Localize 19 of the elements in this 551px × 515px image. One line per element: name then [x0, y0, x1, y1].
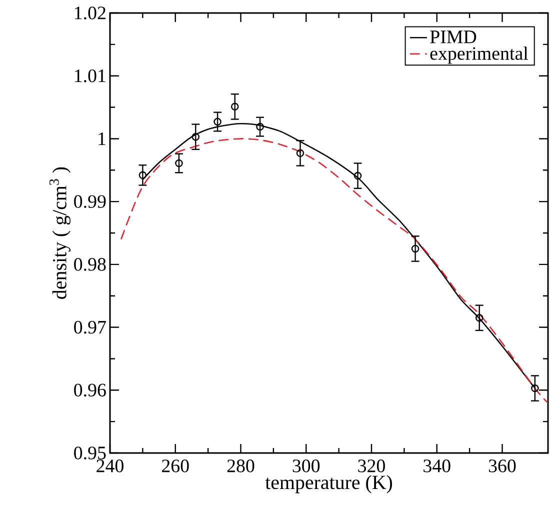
y-axis-title: density ( g/cm$^{3}$ ) — [49, 167, 70, 299]
y-tick-label: 1.01 — [75, 69, 106, 82]
legend-label: PIMD — [430, 30, 476, 44]
y-tick-label: 0.97 — [74, 320, 106, 334]
x-tick-label: 320 — [358, 460, 385, 472]
x-axis-title: temperature (K) — [265, 475, 392, 494]
y-tick-label: 1 — [98, 132, 106, 145]
y-tick-label: 1.02 — [75, 6, 106, 20]
x-tick-label: 360 — [488, 460, 516, 472]
y-tick-label: 0.96 — [74, 384, 106, 397]
x-tick-label: 260 — [162, 460, 189, 472]
legend-label: experimental — [430, 46, 528, 64]
x-tick-label: 240 — [96, 460, 124, 472]
x-tick-label: 340 — [424, 460, 450, 472]
x-tick-label: 300 — [292, 460, 320, 472]
y-tick-label: 0.98 — [74, 258, 106, 271]
x-tick-label: 280 — [227, 460, 254, 472]
y-tick-label: 0.95 — [74, 446, 106, 460]
y-tick-label: 0.99 — [74, 195, 106, 208]
